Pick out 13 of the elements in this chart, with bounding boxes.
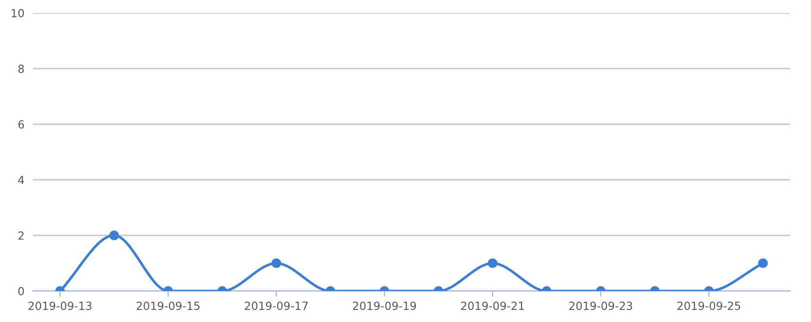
y-tick-label: 6 bbox=[18, 120, 24, 129]
y-tick-label: 10 bbox=[12, 8, 24, 18]
x-tick-label: 2019-09-23 bbox=[569, 302, 632, 310]
x-tick-label: 2019-09-25 bbox=[677, 302, 740, 310]
x-tick-label: 2019-09-21 bbox=[461, 302, 524, 310]
x-tick-label: 2019-09-17 bbox=[244, 302, 308, 310]
y-tick-label: 4 bbox=[18, 176, 24, 184]
x-tick-label: 2019-09-19 bbox=[352, 302, 416, 310]
y-tick-label: 8 bbox=[18, 64, 24, 73]
x-tick-label: 2019-09-15 bbox=[136, 302, 200, 310]
y-tick-label: 0 bbox=[18, 286, 24, 296]
x-tick-label: 2019-09-13 bbox=[28, 302, 92, 310]
y-tick-label: 2 bbox=[18, 231, 24, 240]
